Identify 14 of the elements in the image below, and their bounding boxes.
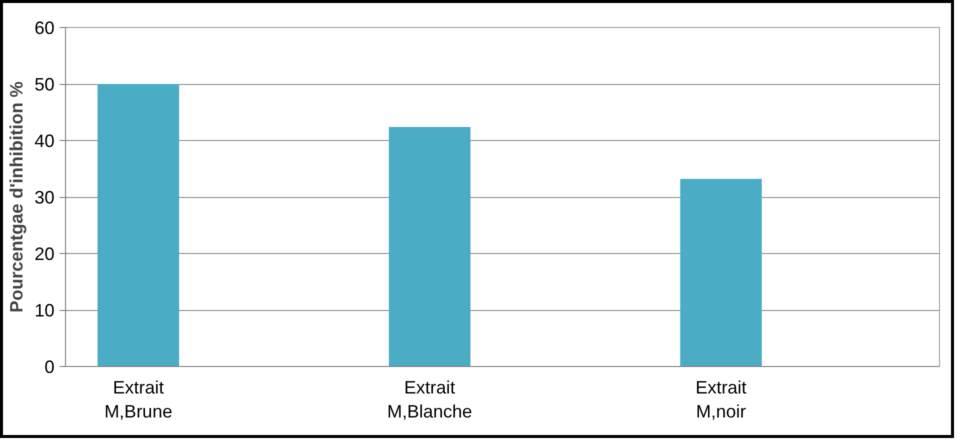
- bar: [388, 126, 470, 366]
- y-tick-label: 0: [44, 357, 55, 377]
- bar: [680, 178, 762, 366]
- y-tick-label: 20: [34, 244, 55, 264]
- y-tick-label: 50: [34, 74, 55, 94]
- x-tick-label: Extrait M,noir: [695, 378, 747, 422]
- x-tick-label: Extrait M,Blanche: [387, 378, 472, 422]
- y-tick-label: 60: [34, 18, 55, 38]
- y-tick-label: 30: [34, 188, 55, 208]
- y-axis-title: Pourcentgae d'inhibition %: [6, 81, 26, 313]
- x-tick-label: Extrait M,Brune: [104, 378, 172, 422]
- y-tick-label: 10: [34, 300, 55, 320]
- bar: [98, 84, 180, 366]
- y-tick-label: 40: [34, 131, 55, 151]
